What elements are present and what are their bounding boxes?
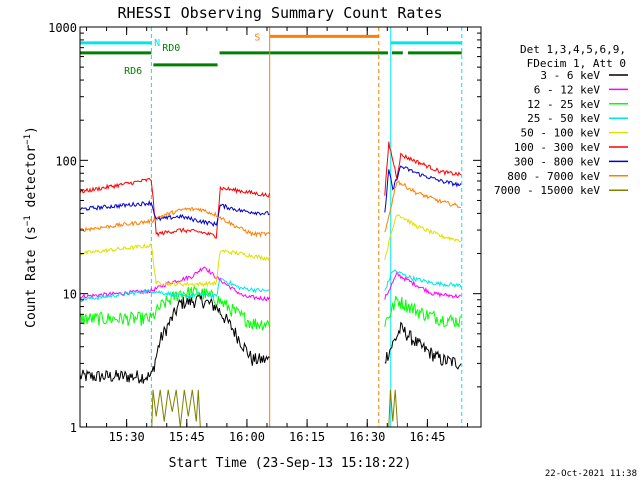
series-line-9	[151, 389, 399, 428]
series-line-3	[79, 285, 462, 331]
series-line-6	[79, 141, 462, 239]
flag-label-rd0: RD0	[162, 43, 180, 54]
flag-label-rd6: RD6	[124, 66, 142, 77]
legend-item-label: 3 - 6 keV	[540, 69, 600, 82]
x-tick-label: 16:15	[289, 430, 325, 444]
series-line-7	[79, 165, 462, 228]
legend-header-line: FDecim 1, Att 0	[527, 57, 626, 70]
legend-item-label: 6 - 12 keV	[534, 83, 601, 96]
series-line-8	[79, 180, 461, 238]
legend-item-label: 50 - 100 keV	[521, 127, 601, 140]
x-axis-label: Start Time (23-Sep-13 15:18:22)	[169, 456, 412, 471]
y-tick-label: 100	[55, 154, 77, 168]
plot-frame	[79, 26, 482, 428]
plot-area: N RD0 RD6 S	[79, 27, 463, 428]
y-tick-label: 10	[63, 288, 77, 302]
y-tick-label: 1	[70, 421, 77, 435]
x-axis: 15:30 15:45 16:00 16:15 16:30 16:45	[86, 27, 468, 444]
x-tick-label: 16:00	[229, 430, 265, 444]
chart-title: RHESSI Observing Summary Count Rates	[117, 4, 442, 22]
y-tick-label: 1000	[48, 21, 77, 35]
legend-item-label: 300 - 800 keV	[514, 155, 600, 168]
series-line-5	[79, 214, 462, 288]
y-axis-label: Count Rate (s−1 detector−1)	[23, 126, 39, 328]
series-line-2	[79, 266, 461, 302]
legend: Det 1,3,4,5,6,9,FDecim 1, Att 03 - 6 keV…	[494, 43, 628, 197]
footer-date: 22-Oct-2021 11:38	[545, 469, 637, 479]
series-line-4	[79, 269, 462, 303]
legend-item-label: 25 - 50 keV	[527, 112, 600, 125]
x-tick-label: 15:45	[169, 430, 205, 444]
legend-item-label: 12 - 25 keV	[527, 98, 600, 111]
flag-label-s: S	[254, 32, 260, 43]
x-tick-label: 16:45	[409, 430, 445, 444]
legend-header-line: Det 1,3,4,5,6,9,	[520, 43, 626, 56]
y-axis: 1 10 100 1000	[48, 21, 481, 435]
legend-item-label: 7000 - 15000 keV	[494, 184, 600, 197]
series-line-1	[79, 291, 462, 384]
x-tick-label: 15:30	[109, 430, 145, 444]
x-tick-label: 16:30	[349, 430, 385, 444]
flag-label-n: N	[154, 38, 160, 49]
legend-item-label: 800 - 7000 keV	[507, 170, 600, 183]
legend-item-label: 100 - 300 keV	[514, 141, 600, 154]
